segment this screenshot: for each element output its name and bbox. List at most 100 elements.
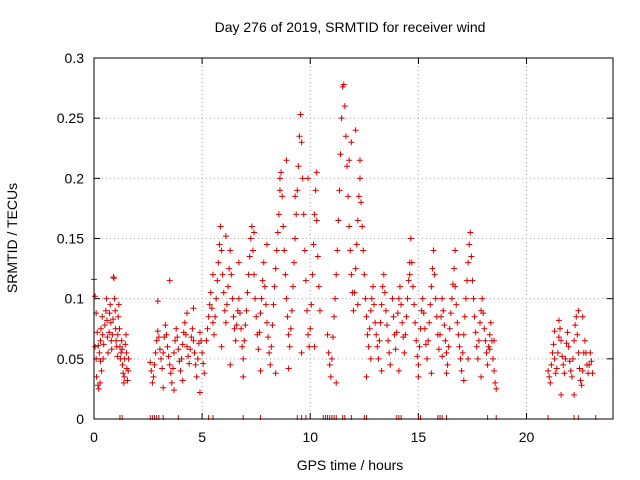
data-point (171, 387, 178, 394)
data-point (341, 103, 348, 110)
data-point (425, 337, 432, 344)
data-point (337, 151, 344, 158)
data-point (268, 343, 275, 350)
data-point (480, 310, 487, 317)
data-point (326, 361, 333, 368)
data-point (422, 341, 429, 348)
data-point (342, 133, 349, 140)
data-point (483, 349, 490, 356)
data-point (378, 367, 385, 374)
y-tick-label: 0.1 (65, 291, 85, 307)
data-point (227, 247, 234, 254)
data-point (255, 346, 262, 353)
chart-title: Day 276 of 2019, SRMTID for receiver win… (215, 19, 486, 35)
data-point (588, 358, 595, 365)
data-point (327, 373, 334, 380)
data-point (229, 295, 236, 302)
data-point (101, 322, 108, 329)
data-point (207, 289, 214, 296)
data-point (338, 115, 345, 122)
data-point (443, 370, 450, 377)
data-point (306, 343, 313, 350)
data-point (366, 325, 373, 332)
data-point (222, 233, 229, 240)
data-point (238, 325, 245, 332)
data-point (190, 337, 197, 344)
data-point (558, 391, 565, 398)
data-point (377, 319, 384, 326)
data-point (168, 379, 175, 386)
data-point (118, 349, 125, 356)
data-point (395, 367, 402, 374)
data-point (393, 329, 400, 336)
data-point (300, 211, 307, 218)
data-point (310, 241, 317, 248)
data-point (314, 253, 321, 260)
data-point (467, 229, 474, 236)
data-point (345, 193, 352, 200)
data-point (285, 365, 292, 372)
data-point (324, 331, 331, 338)
data-point (405, 277, 412, 284)
data-point (241, 337, 248, 344)
data-point (354, 301, 361, 308)
data-point (222, 319, 229, 326)
data-point (586, 361, 593, 368)
data-point (438, 313, 445, 320)
data-point (215, 259, 222, 266)
data-point (389, 295, 396, 302)
data-point (218, 247, 225, 254)
data-point (365, 343, 372, 350)
data-point (461, 313, 468, 320)
data-point (571, 391, 578, 398)
data-point (355, 193, 362, 200)
data-point (218, 343, 225, 350)
data-points (91, 81, 596, 398)
data-point (439, 353, 446, 360)
data-point (552, 370, 559, 377)
data-point (575, 349, 582, 356)
data-point (575, 307, 582, 314)
data-point (103, 317, 110, 324)
data-point (457, 355, 464, 362)
data-point (235, 295, 242, 302)
data-point (482, 337, 489, 344)
data-point (372, 319, 379, 326)
data-point (437, 331, 443, 338)
data-point (120, 379, 127, 386)
data-point (373, 331, 380, 338)
data-point (435, 346, 442, 353)
data-point (309, 271, 316, 278)
data-point (274, 229, 281, 236)
data-point (181, 319, 188, 326)
y-tick-label: 0.3 (65, 50, 85, 66)
data-point (114, 353, 121, 360)
data-point (282, 271, 289, 278)
data-point (411, 301, 418, 308)
data-point (568, 373, 575, 380)
data-point (302, 277, 309, 284)
data-point (171, 349, 178, 356)
data-point (459, 349, 466, 356)
data-point (356, 175, 363, 182)
data-point (553, 365, 560, 372)
data-point (284, 313, 291, 320)
data-point (100, 341, 107, 348)
data-point (147, 359, 154, 366)
data-point (156, 346, 163, 353)
data-point (152, 349, 159, 356)
data-point (169, 365, 176, 372)
data-point (154, 328, 161, 335)
data-point (183, 343, 190, 350)
data-point (115, 313, 122, 320)
x-tick-label: 20 (519, 429, 535, 445)
data-point (374, 343, 381, 350)
data-point (232, 337, 239, 344)
data-point (183, 310, 190, 317)
data-point (305, 175, 312, 182)
data-point (429, 265, 436, 272)
data-point (166, 361, 173, 368)
data-point (94, 329, 101, 336)
data-point (240, 373, 247, 380)
data-point (279, 193, 286, 200)
